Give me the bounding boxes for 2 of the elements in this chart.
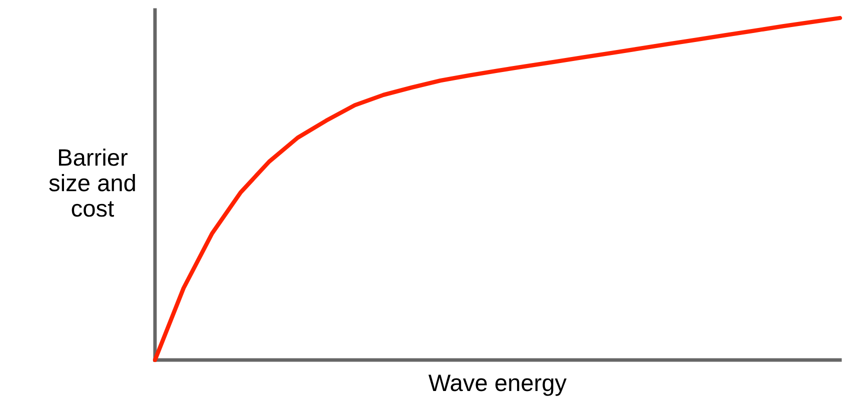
- y-axis-title: Barrier size and cost: [49, 148, 135, 217]
- x-axis-title: Wave energy: [428, 374, 567, 396]
